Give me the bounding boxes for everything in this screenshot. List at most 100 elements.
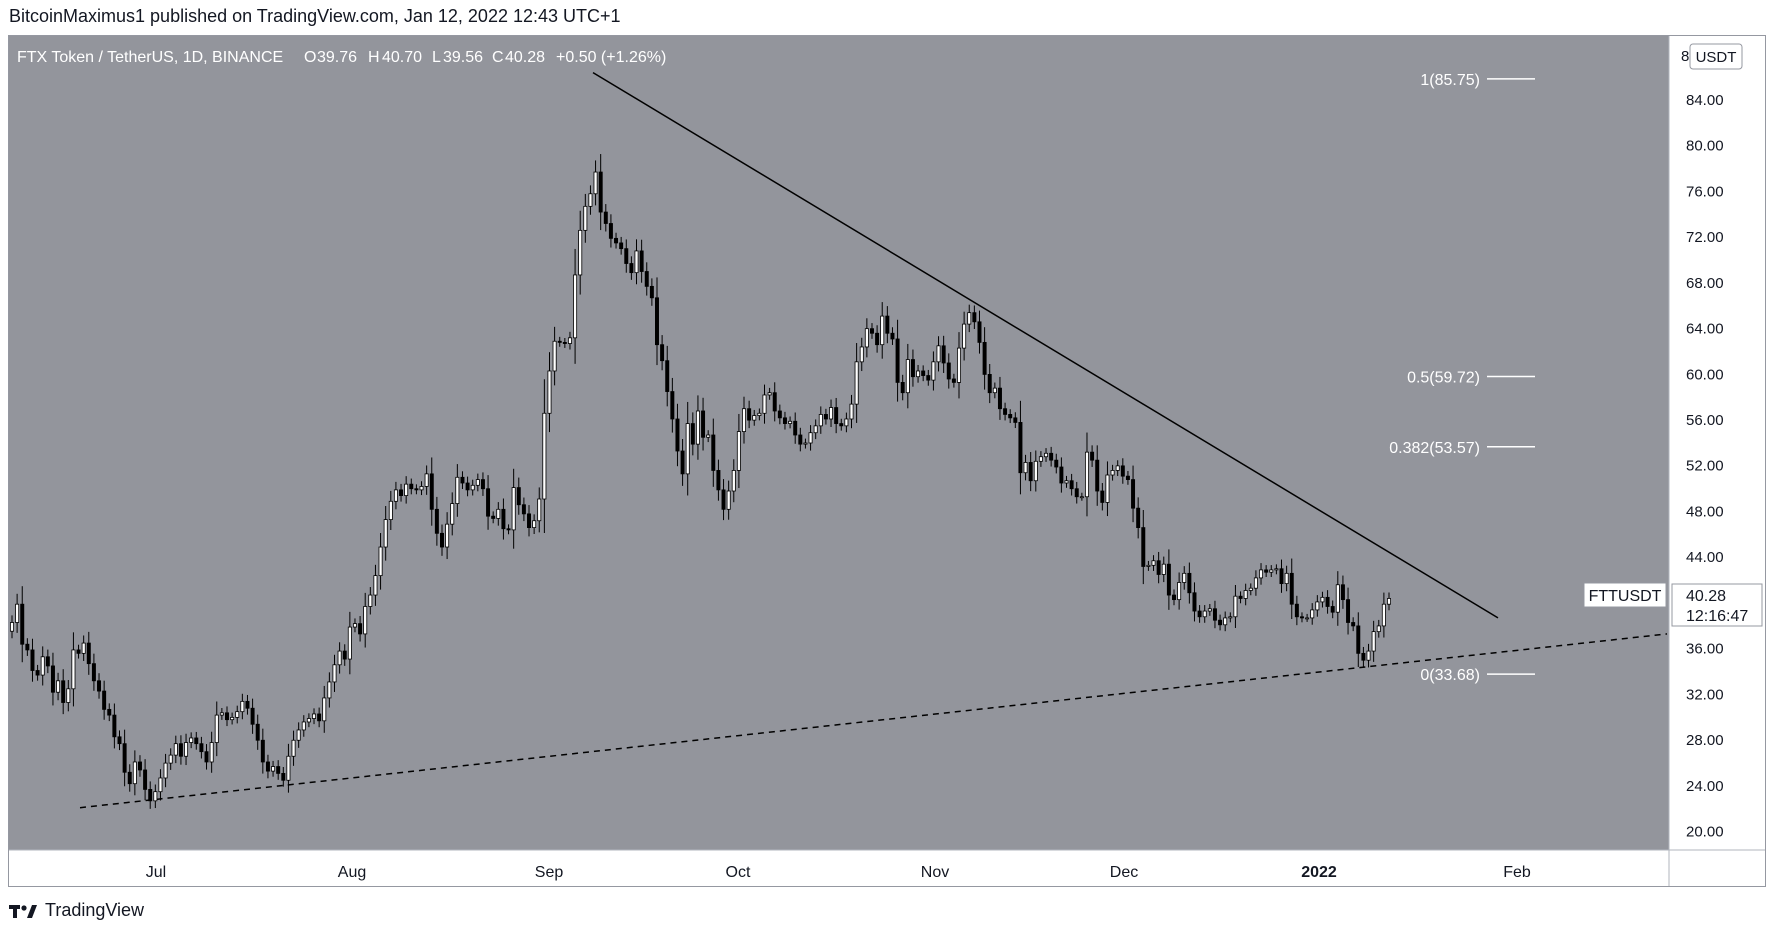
- candle: [777, 404, 782, 425]
- candle: [358, 616, 363, 642]
- candle: [644, 262, 649, 296]
- price-tick-label: 60.00: [1686, 366, 1724, 383]
- candle: [97, 673, 102, 699]
- candle: [1269, 565, 1274, 577]
- candle: [834, 397, 839, 434]
- candle-body: [808, 432, 813, 444]
- candle-body: [214, 714, 219, 743]
- candle: [199, 736, 204, 759]
- candle: [20, 586, 25, 663]
- candle: [1289, 558, 1294, 620]
- candle: [209, 731, 214, 773]
- candle: [967, 304, 972, 333]
- candle-body: [890, 332, 895, 340]
- candle: [532, 514, 537, 535]
- candle: [214, 701, 219, 757]
- candle-body: [854, 361, 859, 405]
- candle-body: [1115, 465, 1120, 471]
- candle-body: [424, 473, 429, 487]
- legend-low-value: 39.56: [443, 49, 483, 66]
- candle-body: [199, 743, 204, 753]
- candle: [158, 769, 163, 801]
- candle-body: [1310, 609, 1315, 619]
- trendline-layer: [79, 71, 1668, 809]
- candle-body: [373, 575, 378, 596]
- candle-body: [40, 656, 45, 676]
- candle-body: [1090, 451, 1095, 461]
- candle: [486, 475, 491, 530]
- candle: [839, 418, 844, 431]
- candle-body: [1207, 608, 1212, 612]
- footer-brand[interactable]: TradingView: [9, 900, 144, 921]
- candle-body: [829, 407, 834, 420]
- time-tick-label: Oct: [726, 864, 751, 881]
- candle-body: [675, 418, 680, 452]
- candle: [1340, 575, 1345, 609]
- candle: [409, 478, 414, 495]
- candle: [1054, 453, 1059, 474]
- candle-body: [291, 739, 296, 757]
- candle: [767, 387, 772, 400]
- candle-body: [1105, 474, 1110, 503]
- candle: [1197, 605, 1202, 623]
- fib-level-label: 1(85.75): [1420, 72, 1480, 89]
- candle-body: [1366, 650, 1371, 661]
- candle-body: [1335, 584, 1340, 613]
- candle-body: [649, 285, 654, 299]
- candle-body: [951, 378, 956, 383]
- price-tick-label: 56.00: [1686, 412, 1724, 429]
- price-axis[interactable]: 84.00 80.00 76.00 72.00 68.00 64.00 60.00 56.00…: [1686, 92, 1724, 841]
- fib-level-label: 0.5(59.72): [1407, 369, 1480, 386]
- candle: [281, 766, 286, 787]
- candle: [1253, 570, 1258, 596]
- candle: [1013, 412, 1018, 429]
- candle-body: [378, 546, 383, 577]
- candle: [962, 311, 967, 361]
- currency-badge-box[interactable]: [1689, 43, 1743, 70]
- candle: [1028, 452, 1033, 492]
- candle-body: [342, 650, 347, 660]
- candle: [1156, 551, 1161, 584]
- candle-body: [537, 498, 542, 522]
- candle-body: [184, 742, 189, 757]
- candle-body: [337, 650, 342, 666]
- candle-body: [76, 649, 81, 654]
- candle-body: [972, 312, 977, 323]
- candle-body: [1351, 622, 1356, 627]
- candle: [900, 374, 905, 401]
- candle: [1335, 571, 1340, 626]
- candle: [1100, 483, 1105, 511]
- candle-body: [736, 431, 741, 471]
- time-axis[interactable]: Jul Aug Sep Oct Nov Dec 2022 Feb: [146, 864, 1531, 881]
- candle-body: [322, 697, 327, 722]
- candle-body: [1054, 459, 1059, 468]
- candle-body: [752, 415, 757, 421]
- time-tick-label: 2022: [1301, 864, 1337, 881]
- candle: [368, 587, 373, 615]
- candle: [859, 337, 864, 372]
- candle-body: [153, 791, 158, 802]
- footer-brand-text: TradingView: [45, 900, 145, 920]
- candle-body: [158, 777, 163, 793]
- candle: [1284, 565, 1289, 592]
- plot-area[interactable]: [9, 36, 1669, 850]
- candle-body: [598, 171, 603, 213]
- candle-body: [506, 528, 511, 531]
- candle: [204, 744, 209, 770]
- candle-body: [107, 708, 112, 716]
- legend-symbol: FTX Token / TetherUS, 1D, BINANCE: [17, 49, 283, 66]
- currency-badge[interactable]: USDT: [1696, 49, 1737, 66]
- candle: [788, 416, 793, 429]
- candle-body: [1279, 568, 1284, 585]
- candle-body: [547, 370, 552, 414]
- candle-body: [788, 420, 793, 424]
- candle: [926, 369, 931, 386]
- price-tick-label: 44.00: [1686, 549, 1724, 566]
- candle: [404, 476, 409, 504]
- candle-body: [1376, 625, 1381, 633]
- candle-body: [1223, 617, 1228, 626]
- candle: [1212, 600, 1217, 629]
- symbol-tag-box: [1583, 582, 1667, 608]
- candle-body: [1325, 596, 1330, 607]
